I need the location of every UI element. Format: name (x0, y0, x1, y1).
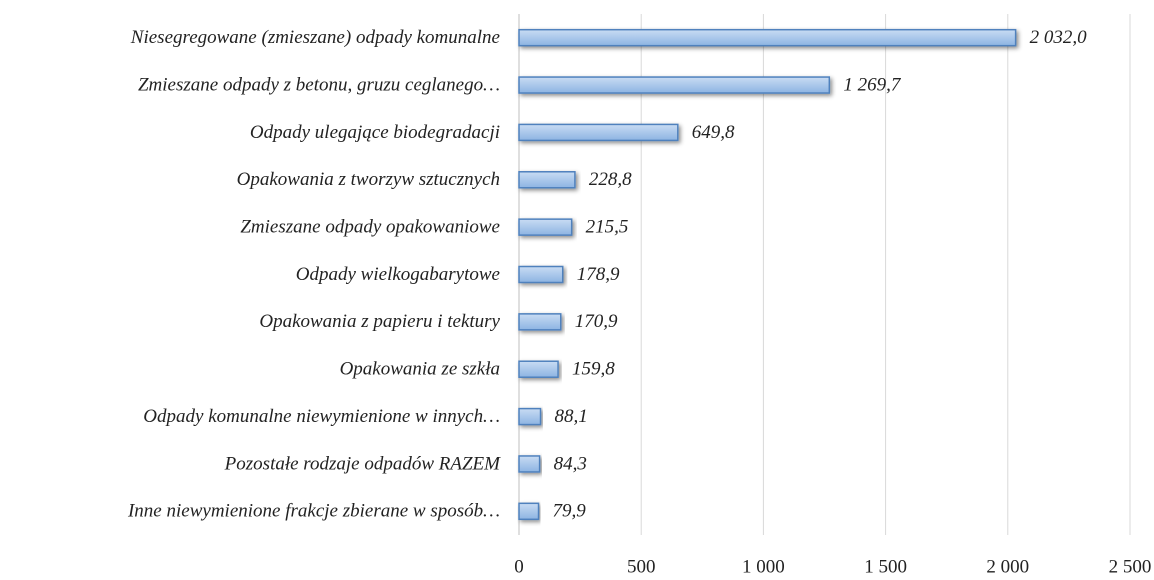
bar (518, 407, 542, 426)
y-tick-label: Pozostałe rodzaje odpadów RAZEM (224, 453, 501, 474)
bar (518, 28, 1017, 47)
y-tick-label: Opakowania z papieru i tektury (259, 311, 500, 332)
y-tick-label: Inne niewymienione frakcje zbierane w sp… (127, 501, 500, 522)
data-label: 79,9 (553, 501, 587, 522)
y-tick-label: Zmieszane odpady opakowaniowe (240, 216, 500, 237)
data-label: 178,9 (577, 264, 620, 285)
data-label: 84,3 (554, 453, 587, 474)
bar (518, 313, 562, 331)
bar (518, 502, 540, 521)
y-tick-label: Opakowania ze szkła (340, 359, 500, 380)
y-tick-label: Niesegregowane (zmieszane) odpady komuna… (130, 27, 500, 48)
bar (518, 360, 559, 378)
bar (518, 171, 576, 189)
x-tick-label: 2 500 (1109, 556, 1152, 577)
data-label: 2 032,0 (1030, 27, 1088, 48)
y-tick-label: Opakowania z tworzyw sztucznych (237, 169, 500, 190)
data-label: 1 269,7 (843, 74, 902, 95)
y-tick-label: Odpady wielkogabarytowe (296, 264, 500, 285)
y-tick-label: Odpady komunalne niewymienione w innych… (143, 406, 500, 427)
y-tick-label: Zmieszane odpady z betonu, gruzu ceglane… (138, 74, 500, 95)
x-tick-label: 2 000 (986, 556, 1029, 577)
bar (518, 218, 573, 236)
x-tick-label: 0 (514, 556, 524, 577)
data-label: 228,8 (589, 169, 632, 190)
bar (518, 76, 831, 94)
x-tick-label: 1 500 (864, 556, 907, 577)
bar (518, 123, 679, 142)
x-tick-label: 1 000 (742, 556, 785, 577)
data-label: 215,5 (586, 216, 629, 237)
data-label: 88,1 (555, 406, 588, 427)
data-label: 170,9 (575, 311, 618, 332)
data-label: 159,8 (572, 359, 615, 380)
bar (518, 455, 541, 473)
bar (518, 265, 564, 284)
data-label: 649,8 (692, 122, 735, 143)
y-tick-label: Odpady ulegające biodegradacji (250, 122, 500, 143)
x-tick-label: 500 (627, 556, 656, 577)
